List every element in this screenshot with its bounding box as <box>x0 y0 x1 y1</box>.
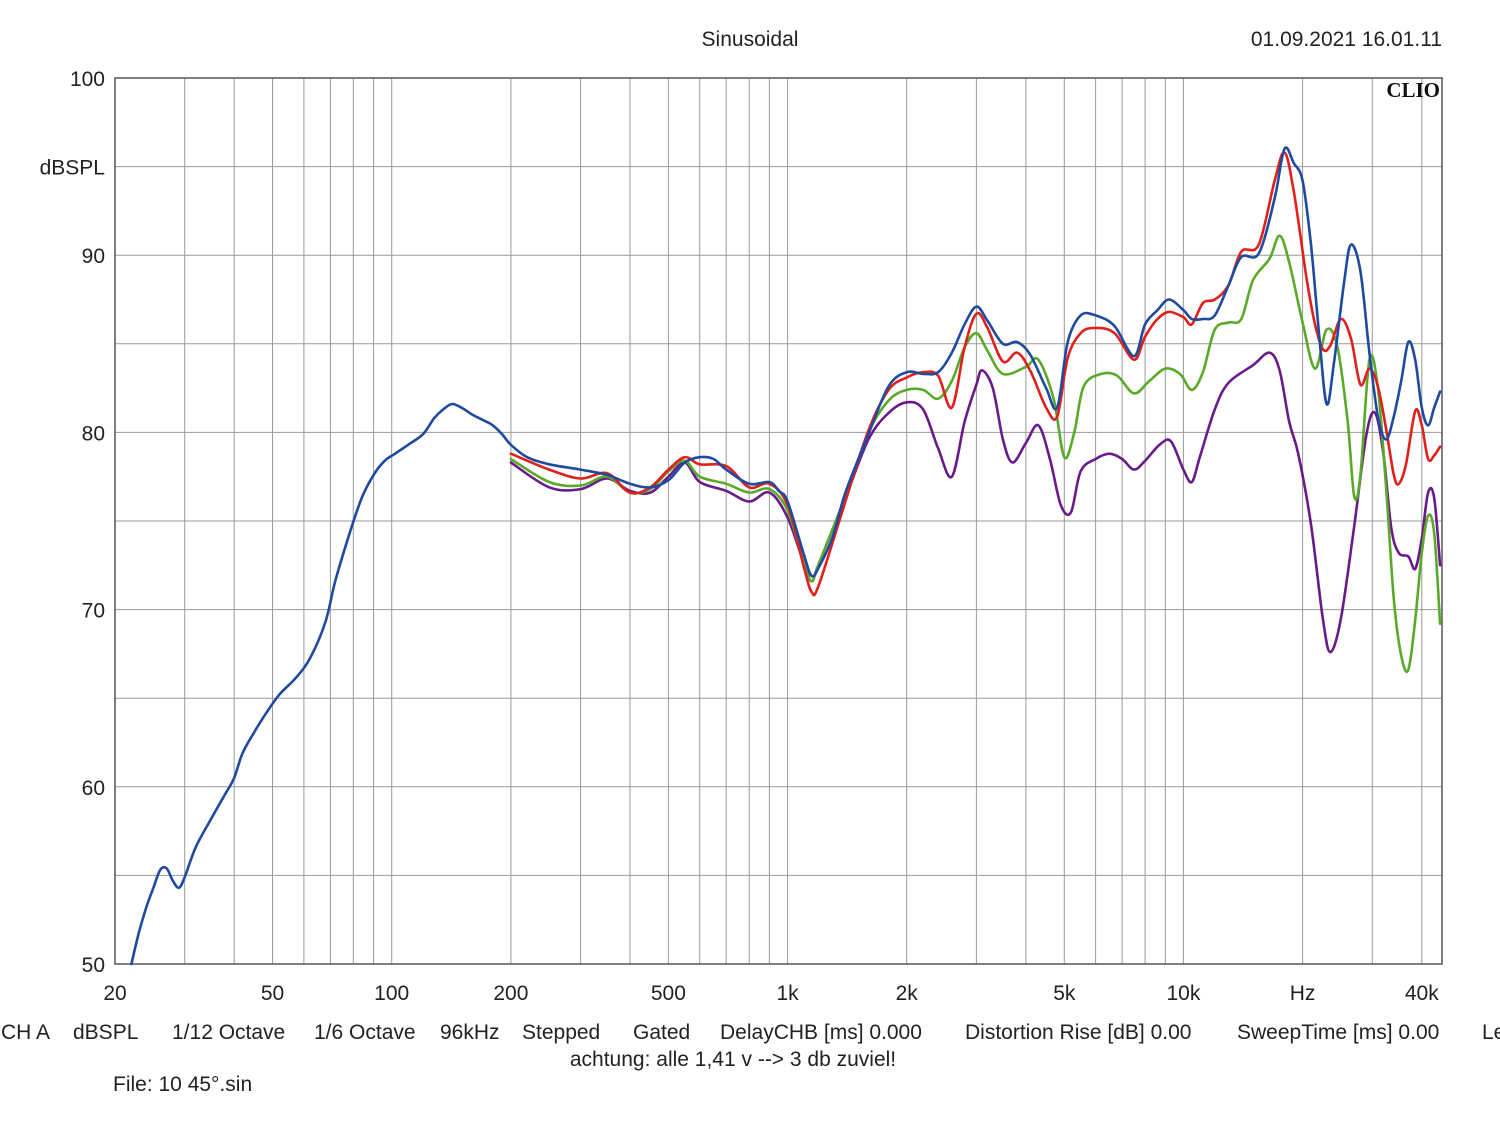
info-item: CH A <box>1 1021 50 1044</box>
y-tick-label: 80 <box>82 422 105 445</box>
x-tick-label: 5k <box>1053 982 1076 1005</box>
x-tick-label: 40k <box>1405 982 1439 1005</box>
info-item: Distortion Rise [dB] 0.00 <box>965 1021 1191 1044</box>
x-tick-label: 100 <box>374 982 409 1005</box>
x-tick-label: Hz <box>1290 982 1316 1005</box>
x-tick-label: 10k <box>1166 982 1200 1005</box>
info-item: dBSPL <box>73 1021 138 1044</box>
info-item: DelayCHB [ms] 0.000 <box>720 1021 922 1044</box>
info-item: Stepped <box>522 1021 600 1044</box>
y-tick-label: 100 <box>70 68 105 91</box>
x-tick-label: 500 <box>651 982 686 1005</box>
info-item: Le <box>1482 1021 1500 1044</box>
info-item: Gated <box>633 1021 690 1044</box>
timestamp: 01.09.2021 16.01.11 <box>1251 28 1442 51</box>
x-tick-label: 1k <box>777 982 800 1005</box>
y-tick-label: 60 <box>82 777 105 800</box>
y-tick-labels: 100 dBSPL 90 80 70 60 50 <box>40 68 105 977</box>
x-tick-label: 50 <box>261 982 284 1005</box>
x-tick-labels: 20 50 100 200 500 1k 2k 5k 10k Hz 40k <box>103 982 1439 1005</box>
plot-frame <box>114 77 1443 965</box>
series-line-3 <box>509 151 1442 597</box>
info-item: 1/6 Octave <box>314 1021 416 1044</box>
x-tick-label: 20 <box>103 982 126 1005</box>
series-line-1 <box>509 351 1442 654</box>
series-layer <box>130 146 1442 966</box>
series-line-4 <box>130 146 1442 966</box>
note-text: achtung: alle 1,41 v --> 3 db zuviel! <box>570 1048 896 1071</box>
y-tick-label: 70 <box>82 600 105 623</box>
info-row: CH A dBSPL 1/12 Octave 1/6 Octave 96kHz Stepp… <box>1 1021 1500 1044</box>
y-tick-label: 90 <box>82 245 105 268</box>
y-tick-label: dBSPL <box>40 157 105 180</box>
file-name: File: 10 45°.sin <box>113 1073 252 1096</box>
info-item: SweepTime [ms] 0.00 <box>1237 1021 1439 1044</box>
grid <box>115 78 1442 964</box>
info-item: 96kHz <box>440 1021 500 1044</box>
series-line-2 <box>509 234 1442 674</box>
x-tick-label: 2k <box>896 982 919 1005</box>
x-tick-label: 200 <box>493 982 528 1005</box>
clio-logo: CLIO <box>1386 78 1440 102</box>
chart-title: Sinusoidal <box>702 28 799 51</box>
info-item: 1/12 Octave <box>172 1021 285 1044</box>
y-tick-label: 50 <box>82 954 105 977</box>
